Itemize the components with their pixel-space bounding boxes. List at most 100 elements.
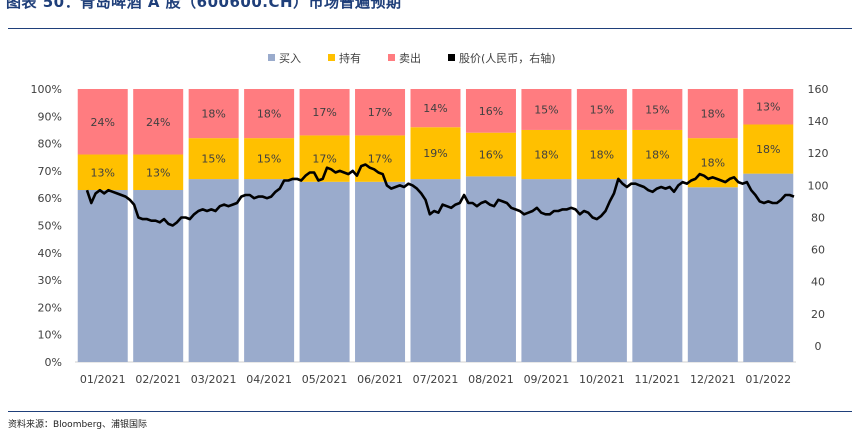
x-tick-label-3: 04/2021	[246, 373, 292, 386]
y-right-tick-6: 120	[808, 147, 829, 160]
x-tick-label-10: 11/2021	[634, 373, 680, 386]
data-label-sell-3: 18%	[257, 108, 281, 121]
bar-buy-3	[244, 179, 295, 362]
data-label-sell-10: 15%	[645, 103, 669, 116]
x-tick-label-8: 09/2021	[524, 373, 570, 386]
bar-sell-0	[77, 89, 128, 155]
legend-swatch-1	[328, 54, 335, 61]
y-left-tick-6: 60%	[38, 192, 62, 205]
data-label-hold-1: 13%	[146, 166, 170, 179]
bar-buy-12	[743, 173, 794, 362]
price-series-line	[85, 163, 795, 227]
x-tick-label-6: 07/2021	[413, 373, 459, 386]
bar-hold-6	[410, 127, 461, 180]
x-tick-label-7: 08/2021	[468, 373, 514, 386]
bar-buy-11	[687, 187, 738, 362]
legend-label-1: 持有	[339, 51, 361, 65]
bar-buy-7	[465, 176, 516, 362]
bars	[77, 89, 794, 362]
data-label-sell-7: 16%	[479, 105, 503, 118]
bar-buy-0	[77, 190, 128, 362]
legend-swatch-3	[448, 54, 455, 61]
x-tick-label-0: 01/2021	[80, 373, 126, 386]
data-label-sell-9: 15%	[590, 103, 614, 116]
y-left-tick-2: 20%	[38, 301, 62, 314]
bar-hold-10	[632, 129, 683, 180]
x-tick-label-5: 06/2021	[357, 373, 403, 386]
bar-sell-9	[576, 89, 627, 130]
bar-hold-1	[133, 154, 184, 191]
y-right-tick-0: 0	[815, 340, 822, 353]
bar-buy-8	[521, 179, 572, 362]
bar-sell-3	[244, 89, 295, 139]
data-label-hold-5: 17%	[368, 153, 392, 166]
y-left-tick-4: 40%	[38, 247, 62, 260]
data-label-hold-3: 15%	[257, 153, 281, 166]
legend-swatch-0	[268, 54, 275, 61]
data-label-hold-9: 18%	[590, 149, 614, 162]
y-left-tick-7: 70%	[38, 165, 62, 178]
bar-hold-0	[77, 154, 128, 191]
legend-label-0: 买入	[279, 52, 301, 65]
data-label-sell-12: 13%	[756, 101, 780, 114]
y-right-tick-4: 80	[811, 211, 825, 224]
y-right-tick-1: 20	[811, 308, 825, 321]
bar-sell-2	[188, 89, 239, 139]
data-label-hold-11: 18%	[701, 157, 725, 170]
data-label-sell-0: 24%	[91, 116, 115, 129]
data-label-hold-8: 18%	[534, 149, 558, 162]
bar-sell-8	[521, 89, 572, 130]
data-label-sell-2: 18%	[201, 108, 225, 121]
title-rule	[8, 28, 852, 29]
source-rule	[8, 411, 852, 412]
data-label-sell-4: 17%	[312, 106, 336, 119]
data-label-hold-6: 19%	[423, 147, 447, 160]
data-label-hold-7: 16%	[479, 149, 503, 162]
data-label-hold-4: 17%	[312, 153, 336, 166]
data-label-hold-12: 18%	[756, 143, 780, 156]
bar-sell-12	[743, 89, 794, 125]
y-right-tick-5: 100	[808, 179, 829, 192]
data-labels: 13% 24% 13% 24% 15% 18% 15% 18% 17% 17% 17% 17% 19% 1…	[91, 101, 781, 180]
bar-sell-4	[299, 89, 350, 136]
legend-label-2: 卖出	[399, 51, 421, 65]
x-tick-label-4: 05/2021	[302, 373, 348, 386]
bar-sell-11	[687, 89, 738, 139]
bar-sell-5	[355, 89, 406, 136]
bar-hold-9	[576, 129, 627, 180]
legend-label-3: 股价(人民币，右轴)	[459, 51, 556, 65]
bar-buy-4	[299, 181, 350, 362]
y-right-tick-2: 40	[811, 276, 825, 289]
bar-sell-1	[133, 89, 184, 155]
bar-hold-12	[743, 124, 794, 174]
y-left-tick-5: 50%	[38, 220, 62, 233]
y-left-tick-3: 30%	[38, 274, 62, 287]
bar-buy-9	[576, 179, 627, 362]
bar-hold-3	[244, 138, 295, 180]
data-label-hold-0: 13%	[91, 166, 115, 179]
data-label-hold-10: 18%	[645, 149, 669, 162]
y-left-tick-0: 0%	[45, 356, 62, 369]
bar-sell-7	[465, 89, 516, 133]
data-label-sell-6: 14%	[423, 102, 447, 115]
data-label-sell-8: 15%	[534, 103, 558, 116]
bar-buy-10	[632, 179, 683, 362]
data-label-hold-2: 15%	[201, 153, 225, 166]
x-tick-label-2: 03/2021	[191, 373, 237, 386]
y-left-tick-8: 80%	[38, 138, 62, 151]
legend: 买入 持有 卖出 股价(人民币，右轴)	[268, 51, 556, 65]
x-tick-label-12: 01/2022	[745, 373, 791, 386]
data-label-sell-1: 24%	[146, 116, 170, 129]
bar-hold-2	[188, 138, 239, 180]
bar-sell-6	[410, 89, 461, 128]
bar-hold-8	[521, 129, 572, 180]
x-tick-label-1: 02/2021	[135, 373, 181, 386]
bar-buy-5	[355, 181, 406, 362]
bar-buy-6	[410, 179, 461, 362]
bar-buy-1	[133, 190, 184, 362]
bar-hold-7	[465, 132, 516, 177]
figure-title: 图表 50：青岛啤酒 A 股（600600.CH）市场普遍预期	[6, 0, 402, 11]
y-right-tick-8: 160	[808, 83, 829, 96]
data-label-sell-5: 17%	[368, 106, 392, 119]
